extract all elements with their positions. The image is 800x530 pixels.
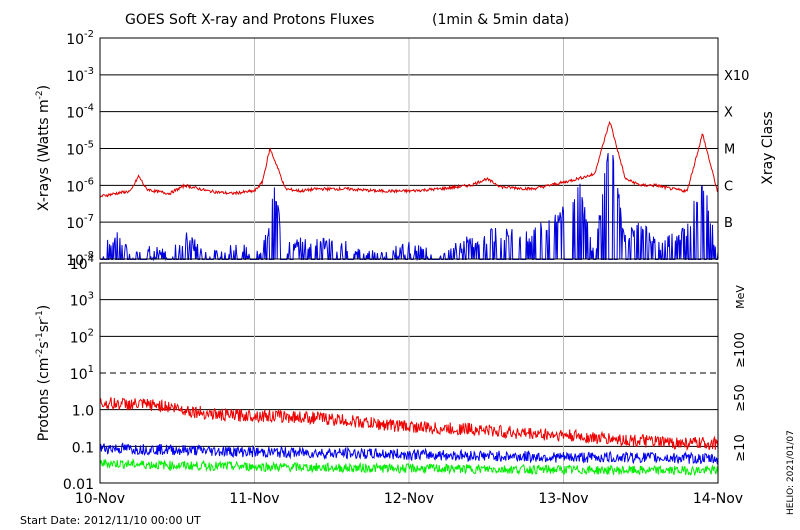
proton-plot-frame xyxy=(99,262,719,484)
xray-class-label: M xyxy=(724,143,735,158)
x-tick-labels: 10-Nov 11-Nov 12-Nov 13-Nov 14-Nov xyxy=(75,491,743,507)
proton-gridlines xyxy=(100,262,718,484)
xray-class-axis-label: Xray Class xyxy=(760,111,776,185)
proton-y-tick-label: 101 xyxy=(70,364,94,383)
xray-y-tick-label: 10-8 xyxy=(66,250,94,269)
start-date-label: Start Date: 2012/11/10 00:00 UT xyxy=(20,514,201,527)
xray-class-label: X xyxy=(724,106,733,121)
xray-class-label: C xyxy=(724,179,733,194)
x-tick-label: 10-Nov xyxy=(75,491,125,507)
xray-gridlines xyxy=(100,37,718,260)
proton-y-tick-labels: 104 103 102 101 1.0 0.1 0.01 xyxy=(63,254,94,493)
x-tick-label: 13-Nov xyxy=(538,491,588,507)
xray-long-series xyxy=(99,120,719,198)
proton-ge50-series xyxy=(99,442,719,465)
proton-series xyxy=(99,397,719,477)
xray-y-tick-label: 10-3 xyxy=(66,66,94,85)
xray-plot-frame xyxy=(99,37,719,260)
proton-y-tick-label: 0.1 xyxy=(72,440,94,456)
proton-y-tick-label: 0.01 xyxy=(63,477,94,493)
xray-y-tick-labels: 10-2 10-3 10-4 10-5 10-6 10-7 10-8 xyxy=(66,29,94,269)
xray-y-tick-label: 10-5 xyxy=(66,140,94,159)
xray-class-label: B xyxy=(724,216,733,231)
helio-credit-label: HELIO: 2021/01/07 xyxy=(786,430,796,515)
legend-ge10: ≥10 xyxy=(733,434,748,461)
xray-y-tick-label: 10-2 xyxy=(66,29,94,48)
xray-class-labels: X10 X M C B xyxy=(724,69,749,231)
xray-y-tick-label: 10-4 xyxy=(66,103,94,122)
xray-y-tick-label: 10-6 xyxy=(66,176,94,195)
x-tick-label: 11-Nov xyxy=(229,491,279,507)
proton-y-tick-label: 103 xyxy=(70,291,94,310)
xray-panel: 10-2 10-3 10-4 10-5 10-6 10-7 10-8 X10 X M C B X-r… xyxy=(35,29,776,269)
proton-y-axis-label: Protons (cm-2s-1sr-1) xyxy=(35,305,52,441)
proton-panel: 104 103 102 101 1.0 0.1 0.01 Protons (cm-2s-1s… xyxy=(35,254,748,493)
legend-ge50: ≥50 xyxy=(733,384,748,411)
xray-y-axis-label: X-rays (Watts m-2) xyxy=(35,85,52,211)
proton-y-tick-label: 1.0 xyxy=(72,404,94,420)
proton-mev-label: MeV xyxy=(734,285,747,309)
proton-y-tick-label: 102 xyxy=(70,327,94,346)
xray-y-tick-label: 10-7 xyxy=(66,213,94,232)
x-tick-label: 14-Nov xyxy=(693,491,743,507)
legend-ge100: ≥100 xyxy=(733,332,748,368)
x-tick-label: 12-Nov xyxy=(384,491,434,507)
proton-ge10-series xyxy=(99,397,719,452)
chart-subtitle: (1min & 5min data) xyxy=(432,12,569,28)
chart-title: GOES Soft X-ray and Protons Fluxes xyxy=(125,12,374,28)
proton-y-tick-label: 104 xyxy=(70,254,94,273)
proton-ge100-series xyxy=(99,458,719,477)
xray-class-label: X10 xyxy=(724,69,749,84)
